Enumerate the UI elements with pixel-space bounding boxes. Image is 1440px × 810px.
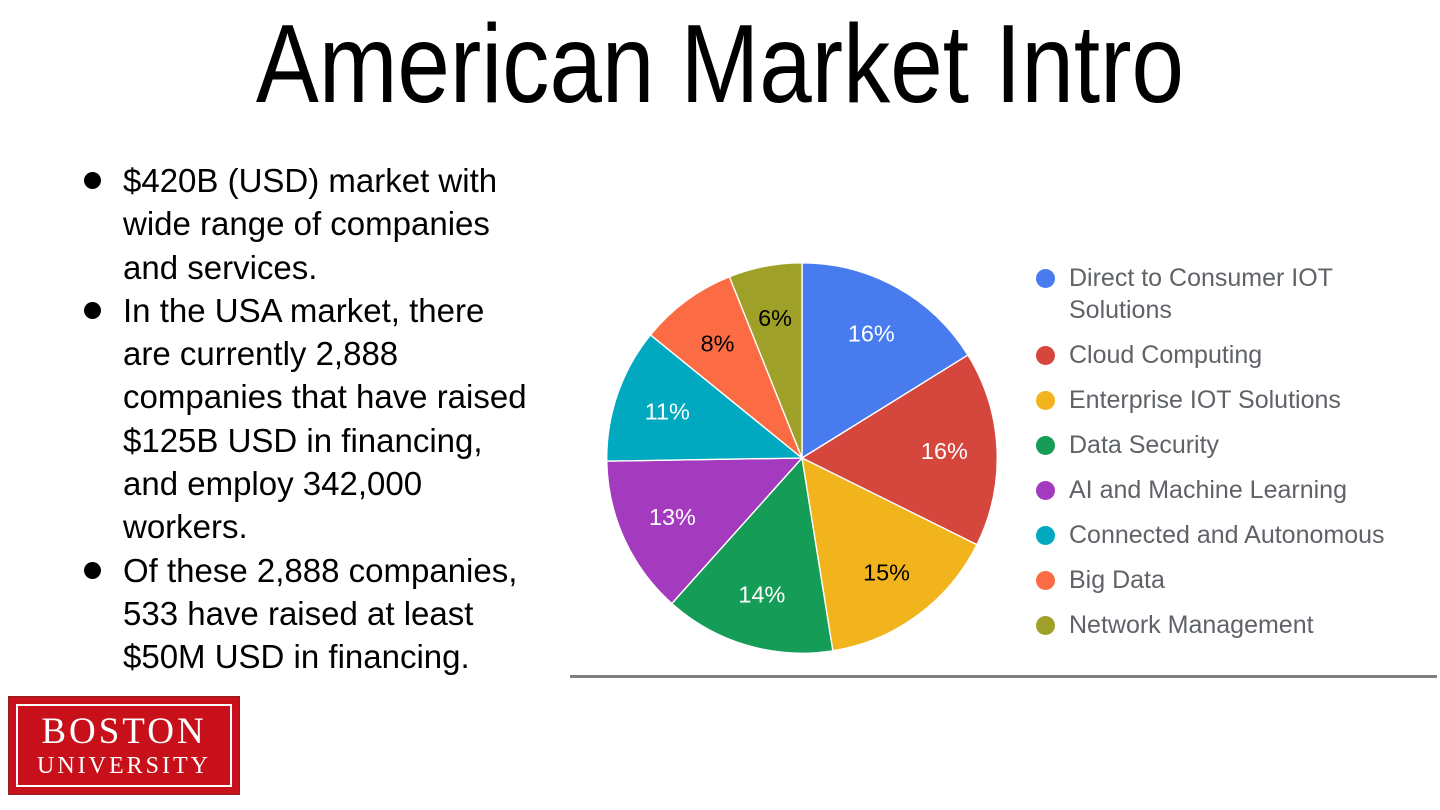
legend-label: Data Security bbox=[1069, 431, 1220, 459]
legend-item: Connected and Autonomous bbox=[1036, 519, 1440, 551]
pie-slice-6 bbox=[649, 275, 804, 461]
pie-slice-label: 13% bbox=[649, 504, 696, 530]
legend-item: Big Data bbox=[1036, 564, 1440, 596]
legend-item: Network Management bbox=[1036, 609, 1440, 641]
pie-slice-3 bbox=[670, 456, 834, 654]
slide-title-text: American Market Intro bbox=[255, 2, 1185, 126]
bullet-item: $420B (USD) market with wide range of co… bbox=[84, 159, 606, 289]
pie-slice-label: 15% bbox=[863, 560, 910, 586]
bu-logo-line2: UNIVERSITY bbox=[37, 752, 211, 779]
legend-label: Cloud Computing bbox=[1069, 341, 1263, 369]
legend-label: Connected and Autonomous bbox=[1069, 521, 1385, 549]
pie-slice-label: 11% bbox=[645, 398, 690, 424]
legend-label: Big Data bbox=[1069, 566, 1165, 594]
legend-item: Enterprise IOT Solutions bbox=[1036, 384, 1440, 416]
bu-logo-inner: BOSTON UNIVERSITY bbox=[16, 704, 232, 787]
bullet-text: In the USA market, there are currently 2… bbox=[123, 291, 527, 546]
legend-swatch-icon bbox=[1036, 571, 1055, 590]
legend-swatch-icon bbox=[1036, 269, 1055, 288]
bu-logo-line1: BOSTON bbox=[41, 710, 207, 752]
slide-title: American Market Intro bbox=[0, 2, 1440, 126]
pie-slice-2 bbox=[801, 456, 978, 652]
legend-swatch-icon bbox=[1036, 481, 1055, 500]
legend-swatch-icon bbox=[1036, 616, 1055, 635]
pie-slice-label: 14% bbox=[738, 582, 785, 608]
legend-label: AI and Machine Learning bbox=[1069, 476, 1347, 504]
legend-item: Data Security bbox=[1036, 429, 1440, 461]
pie-slice-label: 16% bbox=[921, 438, 968, 464]
legend-swatch-icon bbox=[1036, 436, 1055, 455]
pie-slice-5 bbox=[606, 333, 804, 462]
legend-item: Direct to Consumer IOT Solutions bbox=[1036, 262, 1440, 326]
pie-slice-1 bbox=[800, 354, 998, 546]
pie-slice-label: 8% bbox=[701, 330, 735, 356]
pie-chart: 16% 16% 15% 14% 13% 11% 8% 6% bbox=[606, 262, 998, 654]
legend-item: AI and Machine Learning bbox=[1036, 474, 1440, 506]
bullet-item: In the USA market, there are currently 2… bbox=[84, 289, 606, 549]
bullet-icon bbox=[84, 172, 101, 189]
bullet-text: Of these 2,888 companies, 533 have raise… bbox=[123, 551, 518, 676]
legend-item: Cloud Computing bbox=[1036, 339, 1440, 371]
bullet-icon bbox=[84, 561, 101, 579]
pie-slice-4 bbox=[606, 457, 804, 605]
legend-swatch-icon bbox=[1036, 391, 1055, 410]
legend-label: Enterprise IOT Solutions bbox=[1069, 386, 1341, 414]
pie-slice-label: 6% bbox=[758, 305, 792, 331]
legend-label: Network Management bbox=[1069, 611, 1314, 639]
pie-slice-label: 16% bbox=[848, 320, 895, 346]
bullet-item: Of these 2,888 companies, 533 have raise… bbox=[84, 549, 606, 679]
chart-legend: Direct to Consumer IOT Solutions Cloud Co… bbox=[1036, 262, 1440, 654]
legend-swatch-icon bbox=[1036, 526, 1055, 545]
bullet-icon bbox=[84, 301, 101, 319]
divider-line bbox=[570, 675, 1437, 678]
pie-slice-7 bbox=[728, 262, 803, 459]
pie-chart-container: 16% 16% 15% 14% 13% 11% 8% 6% bbox=[597, 253, 1007, 663]
bullet-list: $420B (USD) market with wide range of co… bbox=[84, 159, 606, 679]
bu-logo: BOSTON UNIVERSITY bbox=[8, 696, 240, 795]
bullet-text: $420B (USD) market with wide range of co… bbox=[123, 162, 498, 286]
legend-swatch-icon bbox=[1036, 346, 1055, 365]
pie-slice-0 bbox=[801, 262, 969, 460]
legend-label: Direct to Consumer IOT Solutions bbox=[1069, 264, 1333, 324]
